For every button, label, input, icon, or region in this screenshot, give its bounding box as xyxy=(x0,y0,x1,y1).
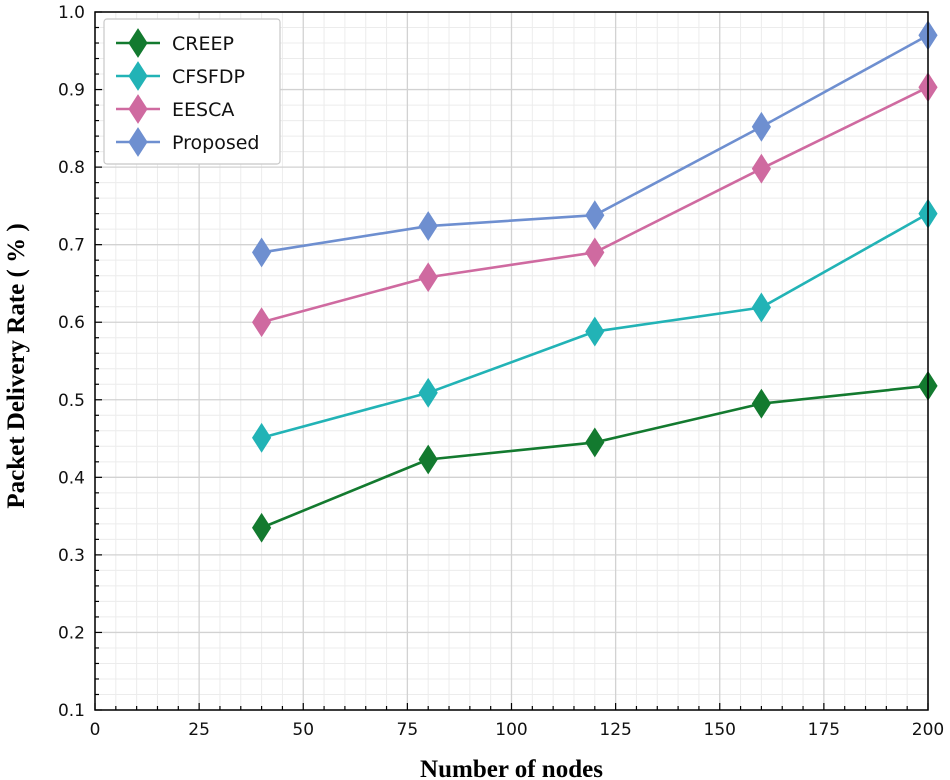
y-tick-label: 0.1 xyxy=(58,701,85,721)
legend-label-creep: CREEP xyxy=(172,33,234,55)
data-point-cfsfdp xyxy=(252,422,272,453)
legend-label-cfsfdp: CFSFDP xyxy=(172,66,245,88)
legend-item-proposed: Proposed xyxy=(116,127,259,157)
x-tick-label: 100 xyxy=(495,720,527,740)
data-point-creep xyxy=(585,427,605,458)
legend-label-eesca: EESCA xyxy=(172,99,234,121)
data-point-eesca xyxy=(585,237,605,268)
legend-box xyxy=(103,18,281,165)
y-tick-label: 0.4 xyxy=(58,468,85,488)
legend-marker-cfsfdp xyxy=(128,61,148,91)
legend-item-eesca: EESCA xyxy=(116,94,234,124)
x-tick-label: 50 xyxy=(292,720,314,740)
data-point-proposed xyxy=(585,200,605,231)
x-tick-label: 175 xyxy=(808,720,840,740)
data-point-proposed xyxy=(751,111,771,142)
legend-marker-creep xyxy=(128,28,148,58)
data-point-cfsfdp xyxy=(751,292,771,323)
data-point-eesca xyxy=(418,262,438,293)
y-tick-label: 0.5 xyxy=(58,391,85,411)
axis-ticks: 0 25 50 75 100 125 150 175 200 0.1 0.2 0.3 0.4 0.5 0.6… xyxy=(58,3,944,740)
legend-marker-proposed xyxy=(128,127,148,157)
data-point-eesca xyxy=(252,307,272,338)
y-tick-label: 0.7 xyxy=(58,236,85,256)
y-tick-label: 0.8 xyxy=(58,158,85,178)
x-tick-label: 75 xyxy=(397,720,419,740)
data-point-eesca xyxy=(751,153,771,184)
series-proposed xyxy=(252,20,938,268)
x-tick-label: 200 xyxy=(912,720,944,740)
x-tick-label: 0 xyxy=(90,720,101,740)
y-axis-title: Packet Delivery Rate ( % ) xyxy=(3,223,30,508)
data-point-proposed xyxy=(252,237,272,268)
data-point-cfsfdp xyxy=(585,316,605,347)
data-point-proposed xyxy=(418,211,438,241)
y-tick-label: 0.9 xyxy=(58,81,85,101)
x-tick-label: 25 xyxy=(188,720,210,740)
legend-marker-eesca xyxy=(128,94,148,124)
legend-item-creep: CREEP xyxy=(116,28,234,58)
legend-label-proposed: Proposed xyxy=(172,132,259,154)
y-tick-label: 0.3 xyxy=(58,546,85,566)
legend-item-cfsfdp: CFSFDP xyxy=(116,61,245,91)
x-tick-label: 125 xyxy=(599,720,631,740)
data-point-creep xyxy=(418,444,438,475)
legend: CREEP CFSFDP EESCA Proposed xyxy=(103,18,281,165)
data-point-creep xyxy=(751,388,771,419)
x-tick-label: 150 xyxy=(704,720,736,740)
data-point-cfsfdp xyxy=(418,377,438,408)
x-axis-title: Number of nodes xyxy=(420,756,603,780)
y-tick-label: 1.0 xyxy=(58,3,85,23)
data-point-creep xyxy=(252,512,272,543)
y-tick-label: 0.2 xyxy=(58,623,85,643)
series-cfsfdp xyxy=(252,198,938,453)
y-tick-label: 0.6 xyxy=(58,313,85,333)
